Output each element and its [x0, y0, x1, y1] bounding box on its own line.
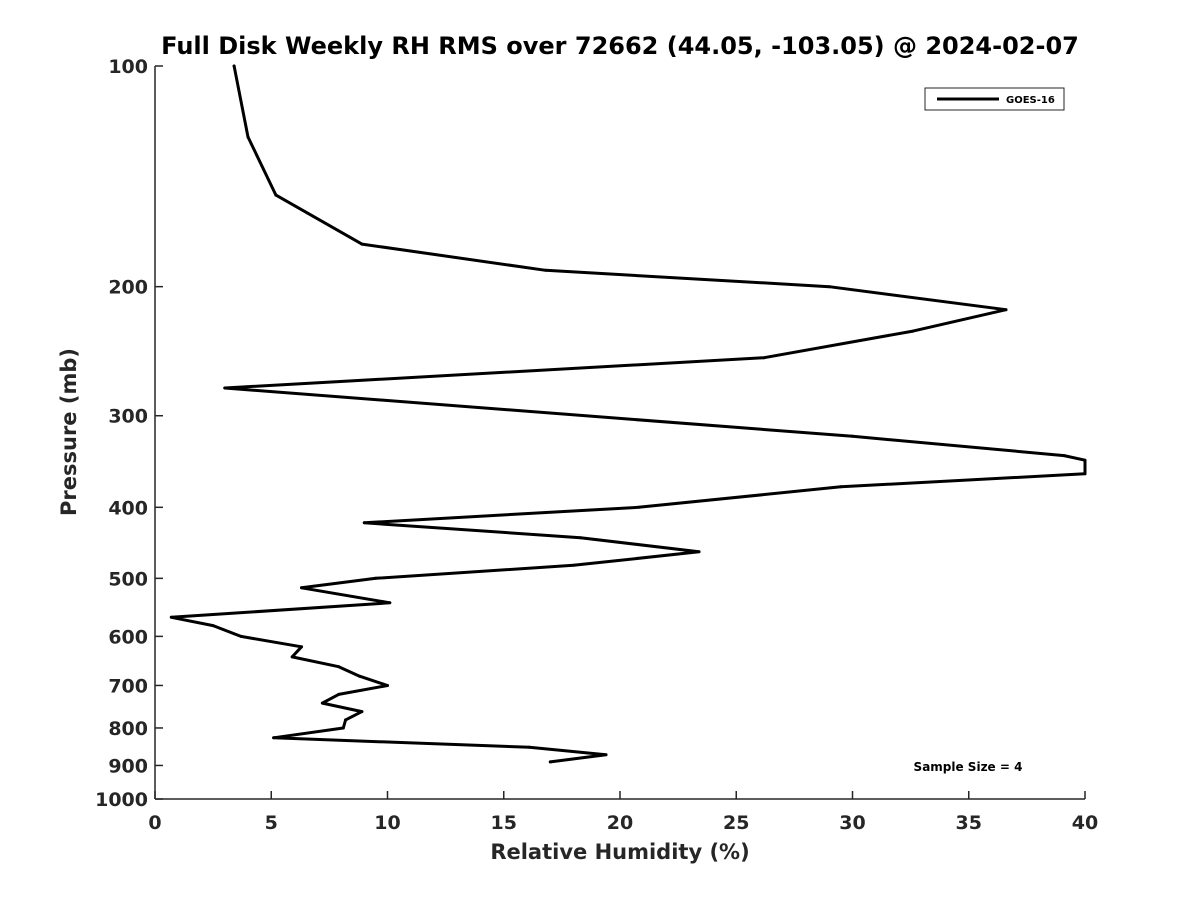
data-point [572, 563, 575, 567]
data-point [527, 745, 531, 749]
x-tick-label: 30 [839, 812, 865, 834]
data-point [386, 684, 389, 687]
x-tick-label: 0 [148, 812, 161, 834]
x-tick-label: 35 [956, 812, 982, 834]
data-point [579, 536, 582, 540]
y-tick-label: 100 [108, 56, 148, 78]
data-point [290, 655, 294, 659]
x-tick-label: 20 [607, 812, 633, 834]
data-point [362, 521, 366, 525]
data-point [169, 615, 173, 619]
data-point [239, 634, 243, 638]
x-tick-label: 5 [265, 812, 278, 834]
y-tick-label: 400 [108, 497, 148, 519]
x-tick-label: 15 [491, 812, 517, 834]
y-tick-label: 800 [108, 718, 148, 740]
series-points [169, 64, 1087, 764]
data-point [272, 736, 276, 740]
y-axis-label: Pressure (mb) [57, 348, 81, 516]
data-point [544, 268, 548, 272]
y-tick-label: 200 [108, 277, 148, 299]
data-point [1083, 458, 1087, 462]
y-tick-label: 600 [108, 626, 148, 648]
x-axis-label: Relative Humidity (%) [490, 840, 749, 864]
data-point [341, 726, 345, 730]
y-tick-label: 300 [108, 406, 148, 428]
data-point [344, 718, 348, 722]
data-point [839, 485, 843, 489]
plot-area [155, 66, 1085, 799]
data-point [388, 601, 392, 605]
y-axis-ticks: 100 200 300 400 500 600 700 800 900 1000 [95, 56, 163, 811]
data-point [548, 760, 552, 764]
data-point [697, 550, 701, 554]
x-axis-ticks: 0 5 10 15 20 25 30 35 40 [148, 791, 1098, 834]
y-tick-label: 900 [108, 755, 148, 777]
legend: GOES-16 [924, 87, 1065, 111]
data-point [232, 64, 236, 68]
data-point [827, 285, 831, 289]
data-point [374, 576, 378, 580]
data-point [300, 645, 303, 649]
data-point [1062, 454, 1066, 458]
data-point [637, 505, 641, 509]
data-point [360, 242, 364, 246]
data-point [604, 753, 608, 757]
sample-size-annotation: Sample Size = 4 [914, 760, 1023, 774]
data-point [274, 193, 278, 197]
y-tick-label: 500 [108, 568, 148, 590]
data-point [246, 135, 250, 139]
chart-title: Full Disk Weekly RH RMS over 72662 (44.0… [161, 32, 1079, 60]
data-point [223, 386, 227, 390]
data-point [337, 665, 341, 669]
x-tick-label: 10 [374, 812, 400, 834]
series-line-goes-16 [169, 64, 1087, 764]
data-point [337, 692, 341, 696]
x-tick-label: 25 [723, 812, 749, 834]
data-point [360, 710, 364, 714]
data-point [320, 701, 324, 705]
data-point [211, 624, 215, 628]
data-point [851, 434, 854, 438]
data-point [1004, 308, 1008, 312]
data-point [1083, 472, 1087, 476]
data-point [762, 356, 766, 360]
data-point [358, 674, 362, 678]
x-tick-label: 40 [1072, 812, 1098, 834]
data-point [300, 586, 303, 590]
legend-label: GOES-16 [1006, 95, 1055, 106]
data-point [911, 329, 915, 333]
y-tick-label: 700 [108, 675, 148, 697]
y-tick-label: 1000 [95, 789, 148, 811]
